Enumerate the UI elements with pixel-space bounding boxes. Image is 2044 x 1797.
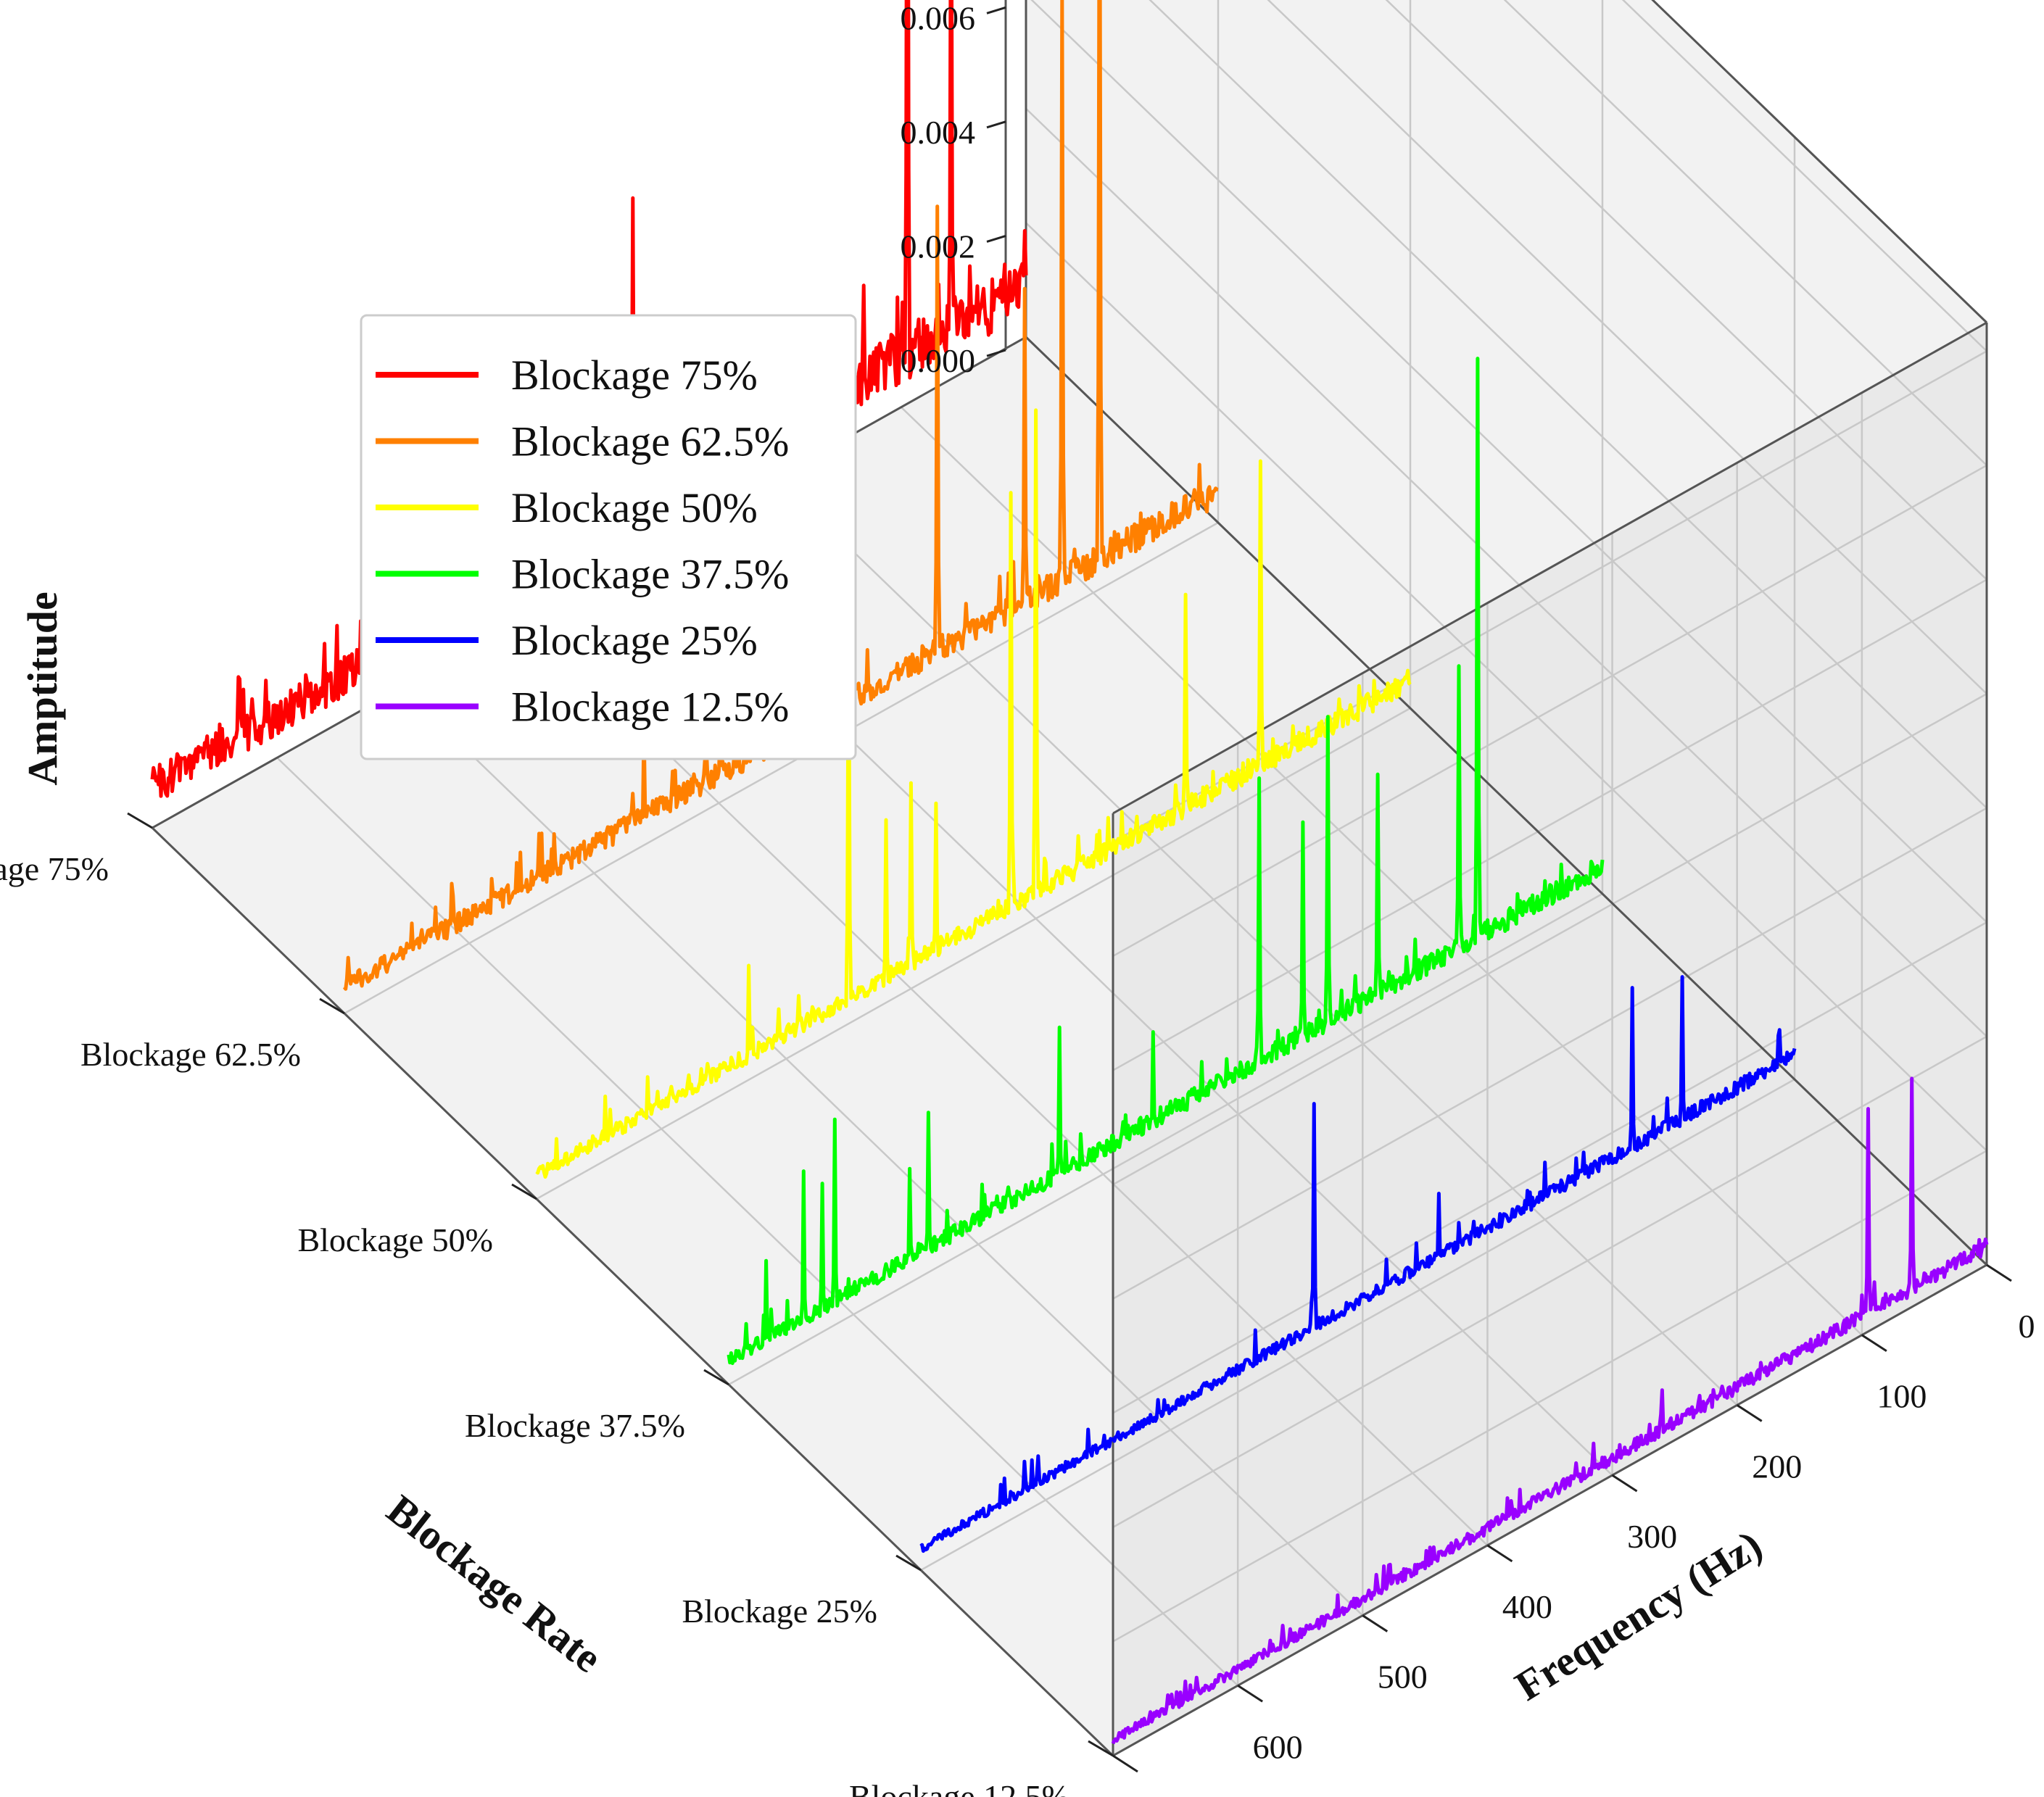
axis-panes [152, 0, 1987, 1756]
x-tick-label: 500 [1378, 1659, 1428, 1696]
z-tick-label: 0.006 [901, 0, 976, 36]
x-tick [1237, 1685, 1263, 1703]
legend-label: Blockage 12.5% [511, 684, 789, 731]
z-tick-label: 0.000 [901, 342, 976, 379]
x-tick-label: 0 [2019, 1308, 2035, 1345]
legend-box [360, 314, 857, 760]
wall-grid-line [1503, 0, 1987, 466]
legend-label: Blockage 25% [511, 617, 758, 664]
z-tick [986, 6, 1006, 14]
x-tick-label: 300 [1627, 1518, 1677, 1555]
y-tick-label: Blockage 25% [682, 1593, 877, 1630]
frame-edge [1112, 1263, 1987, 1757]
wall-grid-line [1112, 693, 1987, 1186]
series-line [1111, 1076, 1989, 1745]
x-tick [1736, 1404, 1763, 1422]
legend-label: Blockage 50% [511, 484, 758, 531]
wall-grid-line [1025, 222, 1987, 1152]
y-tick-label: Blockage 50% [297, 1221, 493, 1258]
y-tick [703, 1369, 729, 1386]
frame-edge [1651, 0, 1988, 324]
series-line [919, 975, 1797, 1553]
x-tick-label: 100 [1877, 1378, 1927, 1415]
z-axis-title: Amptitude [19, 592, 66, 785]
y-axis-title: Blockage Rate [378, 1485, 611, 1681]
wall-grid-line [1267, 0, 1987, 695]
floor-grid-line [401, 686, 1364, 1617]
z-tick-label: 0.004 [901, 114, 976, 151]
y-tick [895, 1554, 922, 1572]
wall-grid-line [1025, 107, 1987, 1037]
wall-grid-line [1112, 1035, 1987, 1528]
legend-label: Blockage 75% [511, 352, 758, 399]
wall-grid-line [1149, 0, 1987, 809]
series-line [535, 408, 1412, 1179]
floor-grid-line [526, 616, 1489, 1546]
x-tick [1986, 1263, 2012, 1282]
y-tick [127, 812, 153, 829]
y-tick-label: Blockage 62.5% [80, 1036, 301, 1073]
wall-grid-line [1112, 1150, 1987, 1643]
z-tick [986, 234, 1006, 243]
y-tick-label: Blockage 37.5% [465, 1407, 685, 1444]
y-tick [511, 1183, 537, 1200]
x-tick-label: 200 [1752, 1448, 1802, 1485]
axis-frame [151, 0, 1988, 1757]
floor-grid-line [920, 1078, 1795, 1572]
series-line [727, 357, 1605, 1366]
y-tick-label: Blockage 75% [0, 850, 109, 887]
wall-grid-line [1030, 0, 1987, 924]
y-tick [1088, 1740, 1114, 1757]
floor-grid-line [728, 892, 1603, 1386]
x-tick [1362, 1614, 1389, 1632]
floor-grid-line [536, 707, 1411, 1200]
wall-grid-line [1621, 0, 1987, 352]
x-tick [1611, 1474, 1638, 1493]
z-tick-label: 0.002 [901, 228, 976, 265]
y-tick-label: Blockage 12.5% [849, 1778, 1069, 1797]
z-tick [986, 349, 1006, 357]
x-axis-line [151, 826, 1114, 1757]
back-right-pane [1113, 323, 1987, 1756]
x-tick [1861, 1334, 1887, 1352]
wall-grid-line [1385, 0, 1987, 581]
x-tick-label: 400 [1502, 1588, 1552, 1625]
z-tick [986, 120, 1006, 129]
x-tick-label: 600 [1253, 1728, 1303, 1765]
legend: Blockage 75% Blockage 62.5% Blockage 50% Bl… [360, 314, 857, 760]
wall-grid-line [1112, 807, 1987, 1300]
legend-label: Blockage 62.5% [511, 418, 789, 465]
series-layer [150, 0, 1989, 1745]
y-tick [319, 997, 345, 1015]
x-tick [1486, 1544, 1513, 1563]
x-tick [1112, 1754, 1138, 1773]
floor-grid-line [344, 521, 1219, 1015]
legend-label: Blockage 37.5% [511, 551, 789, 598]
wall-grid-line [1112, 921, 1987, 1414]
frame-edge [1025, 336, 1988, 1266]
